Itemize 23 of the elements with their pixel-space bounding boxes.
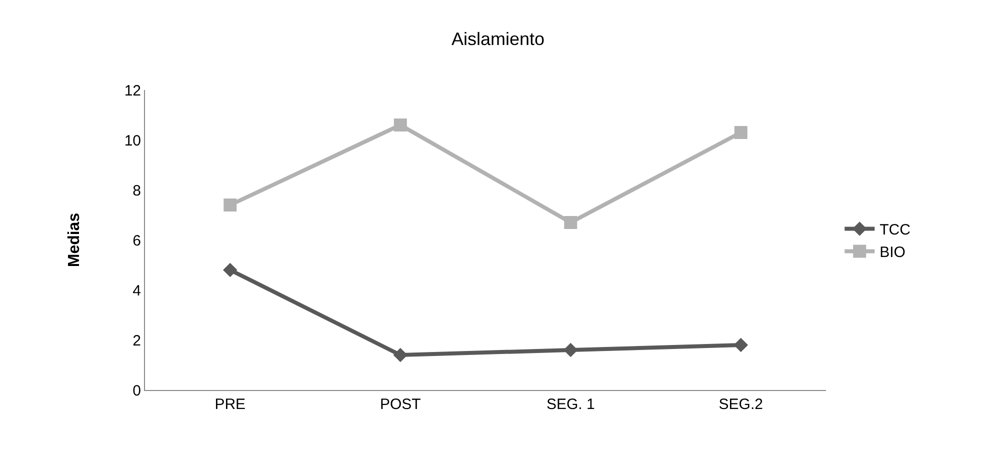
y-tick-label: 8 [132, 182, 141, 200]
x-tick-label: PRE [214, 396, 246, 413]
point [564, 216, 578, 229]
point [734, 338, 748, 352]
y-tick-label: 0 [132, 382, 141, 400]
y-tick-label: 12 [124, 82, 141, 100]
point [394, 118, 407, 132]
y-tick-label: 10 [124, 132, 141, 150]
legend-label: TCC [880, 222, 911, 239]
y-axis-title: Medias [66, 212, 84, 268]
y-tick-label: 2 [132, 332, 141, 350]
point [222, 262, 238, 278]
point [393, 348, 408, 362]
point [563, 342, 578, 358]
x-tick-label: SEG.2 [718, 396, 763, 413]
point [734, 126, 748, 139]
x-tick-label: POST [380, 396, 421, 413]
y-tick-label: 6 [132, 232, 141, 250]
x-tick-label: SEG. 1 [546, 396, 595, 413]
y-tick-label: 4 [132, 282, 141, 300]
legend-label: BIO [880, 244, 906, 262]
point [224, 198, 237, 212]
chart-title: Aislamiento [451, 29, 545, 50]
